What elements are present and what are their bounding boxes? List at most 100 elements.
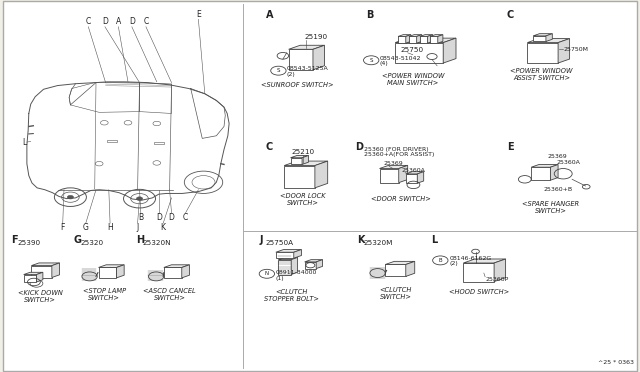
Text: C: C xyxy=(86,17,91,26)
Polygon shape xyxy=(316,260,323,269)
Polygon shape xyxy=(463,263,494,282)
Text: <DOOR LOCK
SWITCH>: <DOOR LOCK SWITCH> xyxy=(280,193,326,206)
Polygon shape xyxy=(315,161,328,188)
Polygon shape xyxy=(531,167,550,180)
Text: N: N xyxy=(265,271,269,276)
Polygon shape xyxy=(164,265,189,267)
Text: (2): (2) xyxy=(287,72,296,77)
Text: K: K xyxy=(357,235,365,245)
Text: E: E xyxy=(196,10,201,19)
Text: C: C xyxy=(183,213,188,222)
Circle shape xyxy=(136,197,143,201)
Text: <ASCD CANCEL
SWITCH>: <ASCD CANCEL SWITCH> xyxy=(143,288,196,301)
Text: 08543-5125A: 08543-5125A xyxy=(287,66,328,71)
Polygon shape xyxy=(289,45,324,49)
Text: 25210: 25210 xyxy=(291,149,314,155)
Polygon shape xyxy=(406,172,424,174)
Text: C: C xyxy=(266,142,273,152)
Polygon shape xyxy=(396,38,456,43)
Text: L: L xyxy=(22,138,27,147)
Polygon shape xyxy=(276,250,301,252)
Text: D: D xyxy=(102,17,108,26)
Text: F: F xyxy=(12,235,18,245)
Text: J: J xyxy=(136,223,139,232)
Text: D: D xyxy=(168,213,175,222)
Polygon shape xyxy=(546,34,552,41)
Text: (1): (1) xyxy=(276,276,284,281)
Polygon shape xyxy=(313,45,324,70)
Polygon shape xyxy=(52,263,60,278)
Text: 25360P: 25360P xyxy=(485,277,508,282)
Polygon shape xyxy=(398,36,406,43)
Polygon shape xyxy=(396,43,443,63)
Text: B: B xyxy=(138,213,143,222)
Polygon shape xyxy=(24,272,43,275)
Polygon shape xyxy=(398,35,411,36)
Bar xyxy=(107,140,117,142)
FancyBboxPatch shape xyxy=(3,1,637,371)
Polygon shape xyxy=(289,49,313,70)
Polygon shape xyxy=(276,252,294,258)
Text: K: K xyxy=(161,223,166,232)
Polygon shape xyxy=(399,166,408,183)
Polygon shape xyxy=(406,262,415,276)
Polygon shape xyxy=(385,264,406,276)
Polygon shape xyxy=(417,172,424,183)
Text: H: H xyxy=(136,235,144,245)
Polygon shape xyxy=(531,164,558,167)
Text: A: A xyxy=(266,10,273,20)
Polygon shape xyxy=(24,275,36,282)
Polygon shape xyxy=(533,34,552,36)
Text: 25750: 25750 xyxy=(400,47,423,53)
Text: <SPARE HANGER
SWITCH>: <SPARE HANGER SWITCH> xyxy=(522,201,579,214)
Polygon shape xyxy=(438,35,443,43)
Polygon shape xyxy=(294,250,301,258)
Text: <SUNROOF SWITCH>: <SUNROOF SWITCH> xyxy=(261,82,334,88)
Polygon shape xyxy=(31,266,52,278)
Polygon shape xyxy=(550,164,558,180)
Text: F: F xyxy=(61,223,65,232)
Polygon shape xyxy=(420,35,433,36)
Text: D: D xyxy=(355,142,364,152)
Text: C: C xyxy=(143,17,148,26)
Polygon shape xyxy=(558,39,570,63)
Polygon shape xyxy=(278,260,291,275)
Polygon shape xyxy=(305,262,316,269)
Polygon shape xyxy=(291,155,308,158)
Text: D: D xyxy=(129,17,135,26)
Text: (4): (4) xyxy=(380,61,388,67)
Polygon shape xyxy=(291,158,302,164)
Polygon shape xyxy=(302,155,308,164)
Polygon shape xyxy=(182,265,189,278)
Polygon shape xyxy=(305,260,323,262)
Text: G: G xyxy=(74,235,82,245)
Text: B: B xyxy=(366,10,374,20)
Polygon shape xyxy=(278,257,298,260)
Text: S: S xyxy=(276,68,280,73)
Polygon shape xyxy=(443,38,456,63)
Text: E: E xyxy=(507,142,513,152)
Polygon shape xyxy=(380,166,408,169)
Text: 25369: 25369 xyxy=(384,161,404,166)
Text: 25360 (FOR DRIVER): 25360 (FOR DRIVER) xyxy=(364,147,428,152)
Polygon shape xyxy=(428,35,433,43)
Polygon shape xyxy=(430,36,438,43)
Polygon shape xyxy=(417,35,422,43)
Text: A: A xyxy=(116,17,121,26)
Text: 25750M: 25750M xyxy=(563,46,588,52)
Text: L: L xyxy=(431,235,437,245)
Text: <STOP LAMP
SWITCH>: <STOP LAMP SWITCH> xyxy=(83,288,126,301)
Text: 25360+A(FOR ASSIST): 25360+A(FOR ASSIST) xyxy=(364,152,434,157)
Text: 08543-51042: 08543-51042 xyxy=(380,56,421,61)
Text: J: J xyxy=(259,235,262,245)
Text: <POWER WINDOW
ASSIST SWITCH>: <POWER WINDOW ASSIST SWITCH> xyxy=(510,68,573,81)
Text: 08911-34000: 08911-34000 xyxy=(276,270,317,275)
Polygon shape xyxy=(99,265,124,267)
Polygon shape xyxy=(284,166,315,188)
Text: <POWER WINDOW
MAIN SWITCH>: <POWER WINDOW MAIN SWITCH> xyxy=(381,73,444,86)
Polygon shape xyxy=(527,43,558,63)
Polygon shape xyxy=(380,169,399,183)
Text: 25369: 25369 xyxy=(547,154,567,159)
Polygon shape xyxy=(116,265,124,278)
Polygon shape xyxy=(99,267,116,278)
